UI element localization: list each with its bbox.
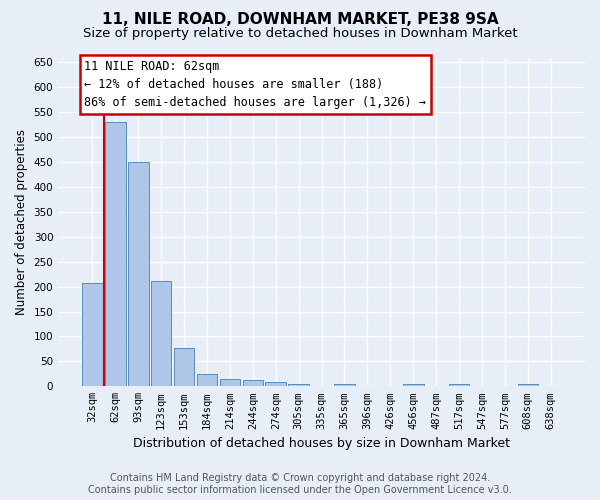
Bar — [220, 379, 240, 386]
Bar — [105, 122, 125, 386]
Bar — [265, 382, 286, 386]
X-axis label: Distribution of detached houses by size in Downham Market: Distribution of detached houses by size … — [133, 437, 510, 450]
Bar — [128, 162, 149, 386]
Text: Size of property relative to detached houses in Downham Market: Size of property relative to detached ho… — [83, 28, 517, 40]
Bar — [151, 280, 172, 386]
Bar — [334, 384, 355, 386]
Bar — [449, 384, 469, 386]
Text: Contains HM Land Registry data © Crown copyright and database right 2024.
Contai: Contains HM Land Registry data © Crown c… — [88, 474, 512, 495]
Text: 11 NILE ROAD: 62sqm
← 12% of detached houses are smaller (188)
86% of semi-detac: 11 NILE ROAD: 62sqm ← 12% of detached ho… — [85, 60, 427, 109]
Bar — [82, 283, 103, 387]
Bar — [403, 384, 424, 386]
Bar — [242, 380, 263, 386]
Y-axis label: Number of detached properties: Number of detached properties — [15, 129, 28, 315]
Bar — [174, 348, 194, 387]
Bar — [197, 374, 217, 386]
Bar — [518, 384, 538, 386]
Bar — [289, 384, 309, 386]
Text: 11, NILE ROAD, DOWNHAM MARKET, PE38 9SA: 11, NILE ROAD, DOWNHAM MARKET, PE38 9SA — [101, 12, 499, 28]
